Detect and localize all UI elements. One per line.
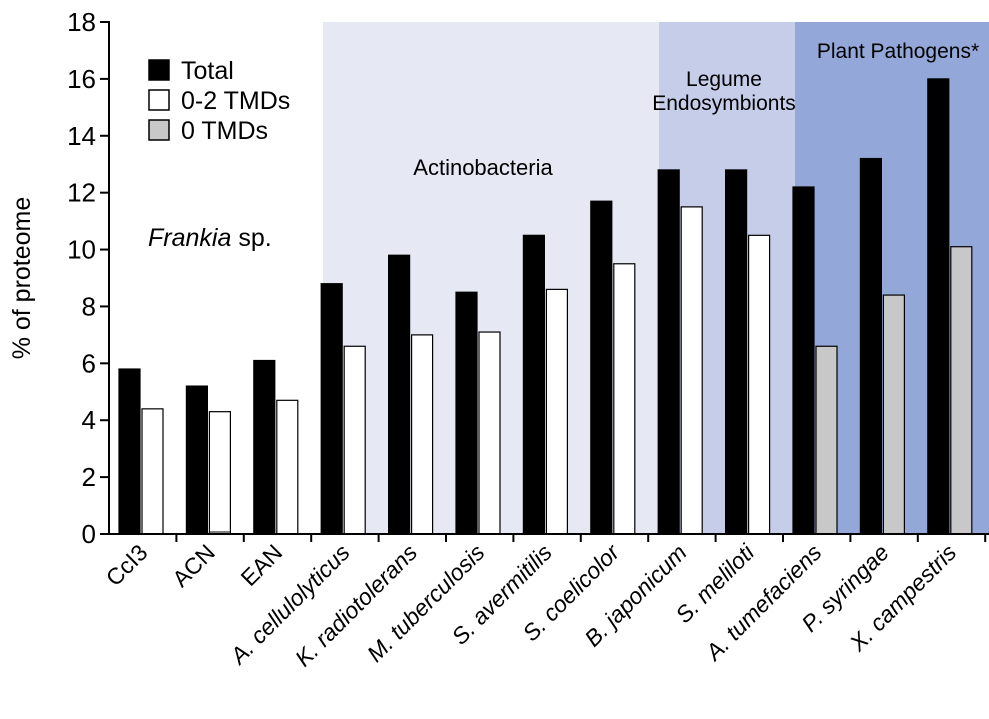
group-label-line: Actinobacteria — [413, 155, 553, 180]
y-tick-label: 14 — [67, 121, 96, 151]
bar-total-cci3 — [119, 369, 140, 534]
group-label-actinobacteria: Actinobacteria — [413, 155, 553, 180]
bar-0-tmds-x-campestris — [951, 247, 972, 534]
y-ticks: 0 2 4 6 8 10 12 14 16 18 — [67, 7, 109, 549]
x-label-ean: EAN — [236, 539, 288, 591]
group-label-line: Endosymbionts — [652, 92, 796, 115]
legend-label-0-2-tmds: 0-2 TMDs — [181, 87, 290, 115]
legend-label-total: Total — [181, 57, 234, 85]
y-axis-title: % of proteome — [8, 197, 36, 360]
bar-total-a-tumefaciens — [793, 187, 814, 534]
frankia-genus: Frankia — [148, 224, 231, 252]
frankia-suffix: sp. — [231, 224, 271, 252]
bar-0-2-tmds-s-coelicolor — [614, 264, 635, 534]
group-label-line: Legume — [686, 68, 762, 91]
bar-0-2-tmds-s-avermitilis — [546, 289, 567, 534]
bar-0-2-tmds-acn — [209, 412, 230, 534]
bar-0-2-tmds-b-japonicum — [681, 207, 702, 534]
y-tick-label: 12 — [67, 178, 96, 208]
y-tick-label: 8 — [82, 291, 96, 321]
x-label-a-tumefaciens: A. tumefaciens — [699, 539, 827, 667]
bar-total-x-campestris — [928, 79, 949, 534]
bar-0-2-tmds-a-cellulolyticus — [344, 346, 365, 534]
bar-0-2-tmds-cci3 — [142, 409, 163, 534]
x-label-k-radiotolerans: K. radiotolerans — [290, 539, 423, 672]
legend-swatch-total — [149, 60, 169, 80]
bar-total-p-syringae — [860, 159, 881, 534]
bar-total-acn — [186, 386, 207, 534]
bar-0-2-tmds-m-tuberculosis — [479, 332, 500, 534]
y-tick-label: 18 — [67, 7, 96, 37]
y-tick-label: 2 — [82, 462, 96, 492]
frankia-annotation: Frankia sp. — [148, 224, 272, 252]
bar-0-2-tmds-k-radiotolerans — [412, 335, 433, 534]
bar-0-tmds-a-tumefaciens — [816, 346, 837, 534]
bar-0-2-tmds-ean — [277, 400, 298, 534]
x-label-a-cellulolyticus: A. cellulolyticus — [224, 539, 355, 670]
x-label-m-tuberculosis: M. tuberculosis — [362, 539, 490, 667]
x-label-acn: ACN — [167, 539, 220, 592]
y-tick-label: 0 — [82, 519, 96, 549]
bar-total-k-radiotolerans — [389, 255, 410, 534]
y-tick-label: 6 — [82, 348, 96, 378]
legend-swatch-0-2-tmds — [149, 90, 169, 110]
group-label-line: Plant Pathogens* — [817, 40, 979, 63]
legend-swatch-0-tmds — [149, 120, 169, 140]
bar-total-s-coelicolor — [591, 201, 612, 534]
bar-total-a-cellulolyticus — [321, 284, 342, 534]
y-tick-label: 10 — [67, 235, 96, 265]
bar-0-tmds-p-syringae — [883, 295, 904, 534]
bar-total-m-tuberculosis — [456, 292, 477, 534]
bar-total-s-meliloti — [726, 170, 747, 534]
bar-total-b-japonicum — [658, 170, 679, 534]
x-label-cci3: CcI3 — [101, 539, 153, 591]
bar-total-ean — [254, 360, 275, 534]
legend-label-0-tmds: 0 TMDs — [181, 117, 268, 145]
group-label-plant-pathogens: Plant Pathogens* — [817, 40, 979, 63]
y-tick-label: 16 — [67, 64, 96, 94]
bar-total-s-avermitilis — [523, 235, 544, 534]
y-tick-label: 4 — [82, 405, 96, 435]
bar-0-2-tmds-s-meliloti — [749, 235, 770, 534]
